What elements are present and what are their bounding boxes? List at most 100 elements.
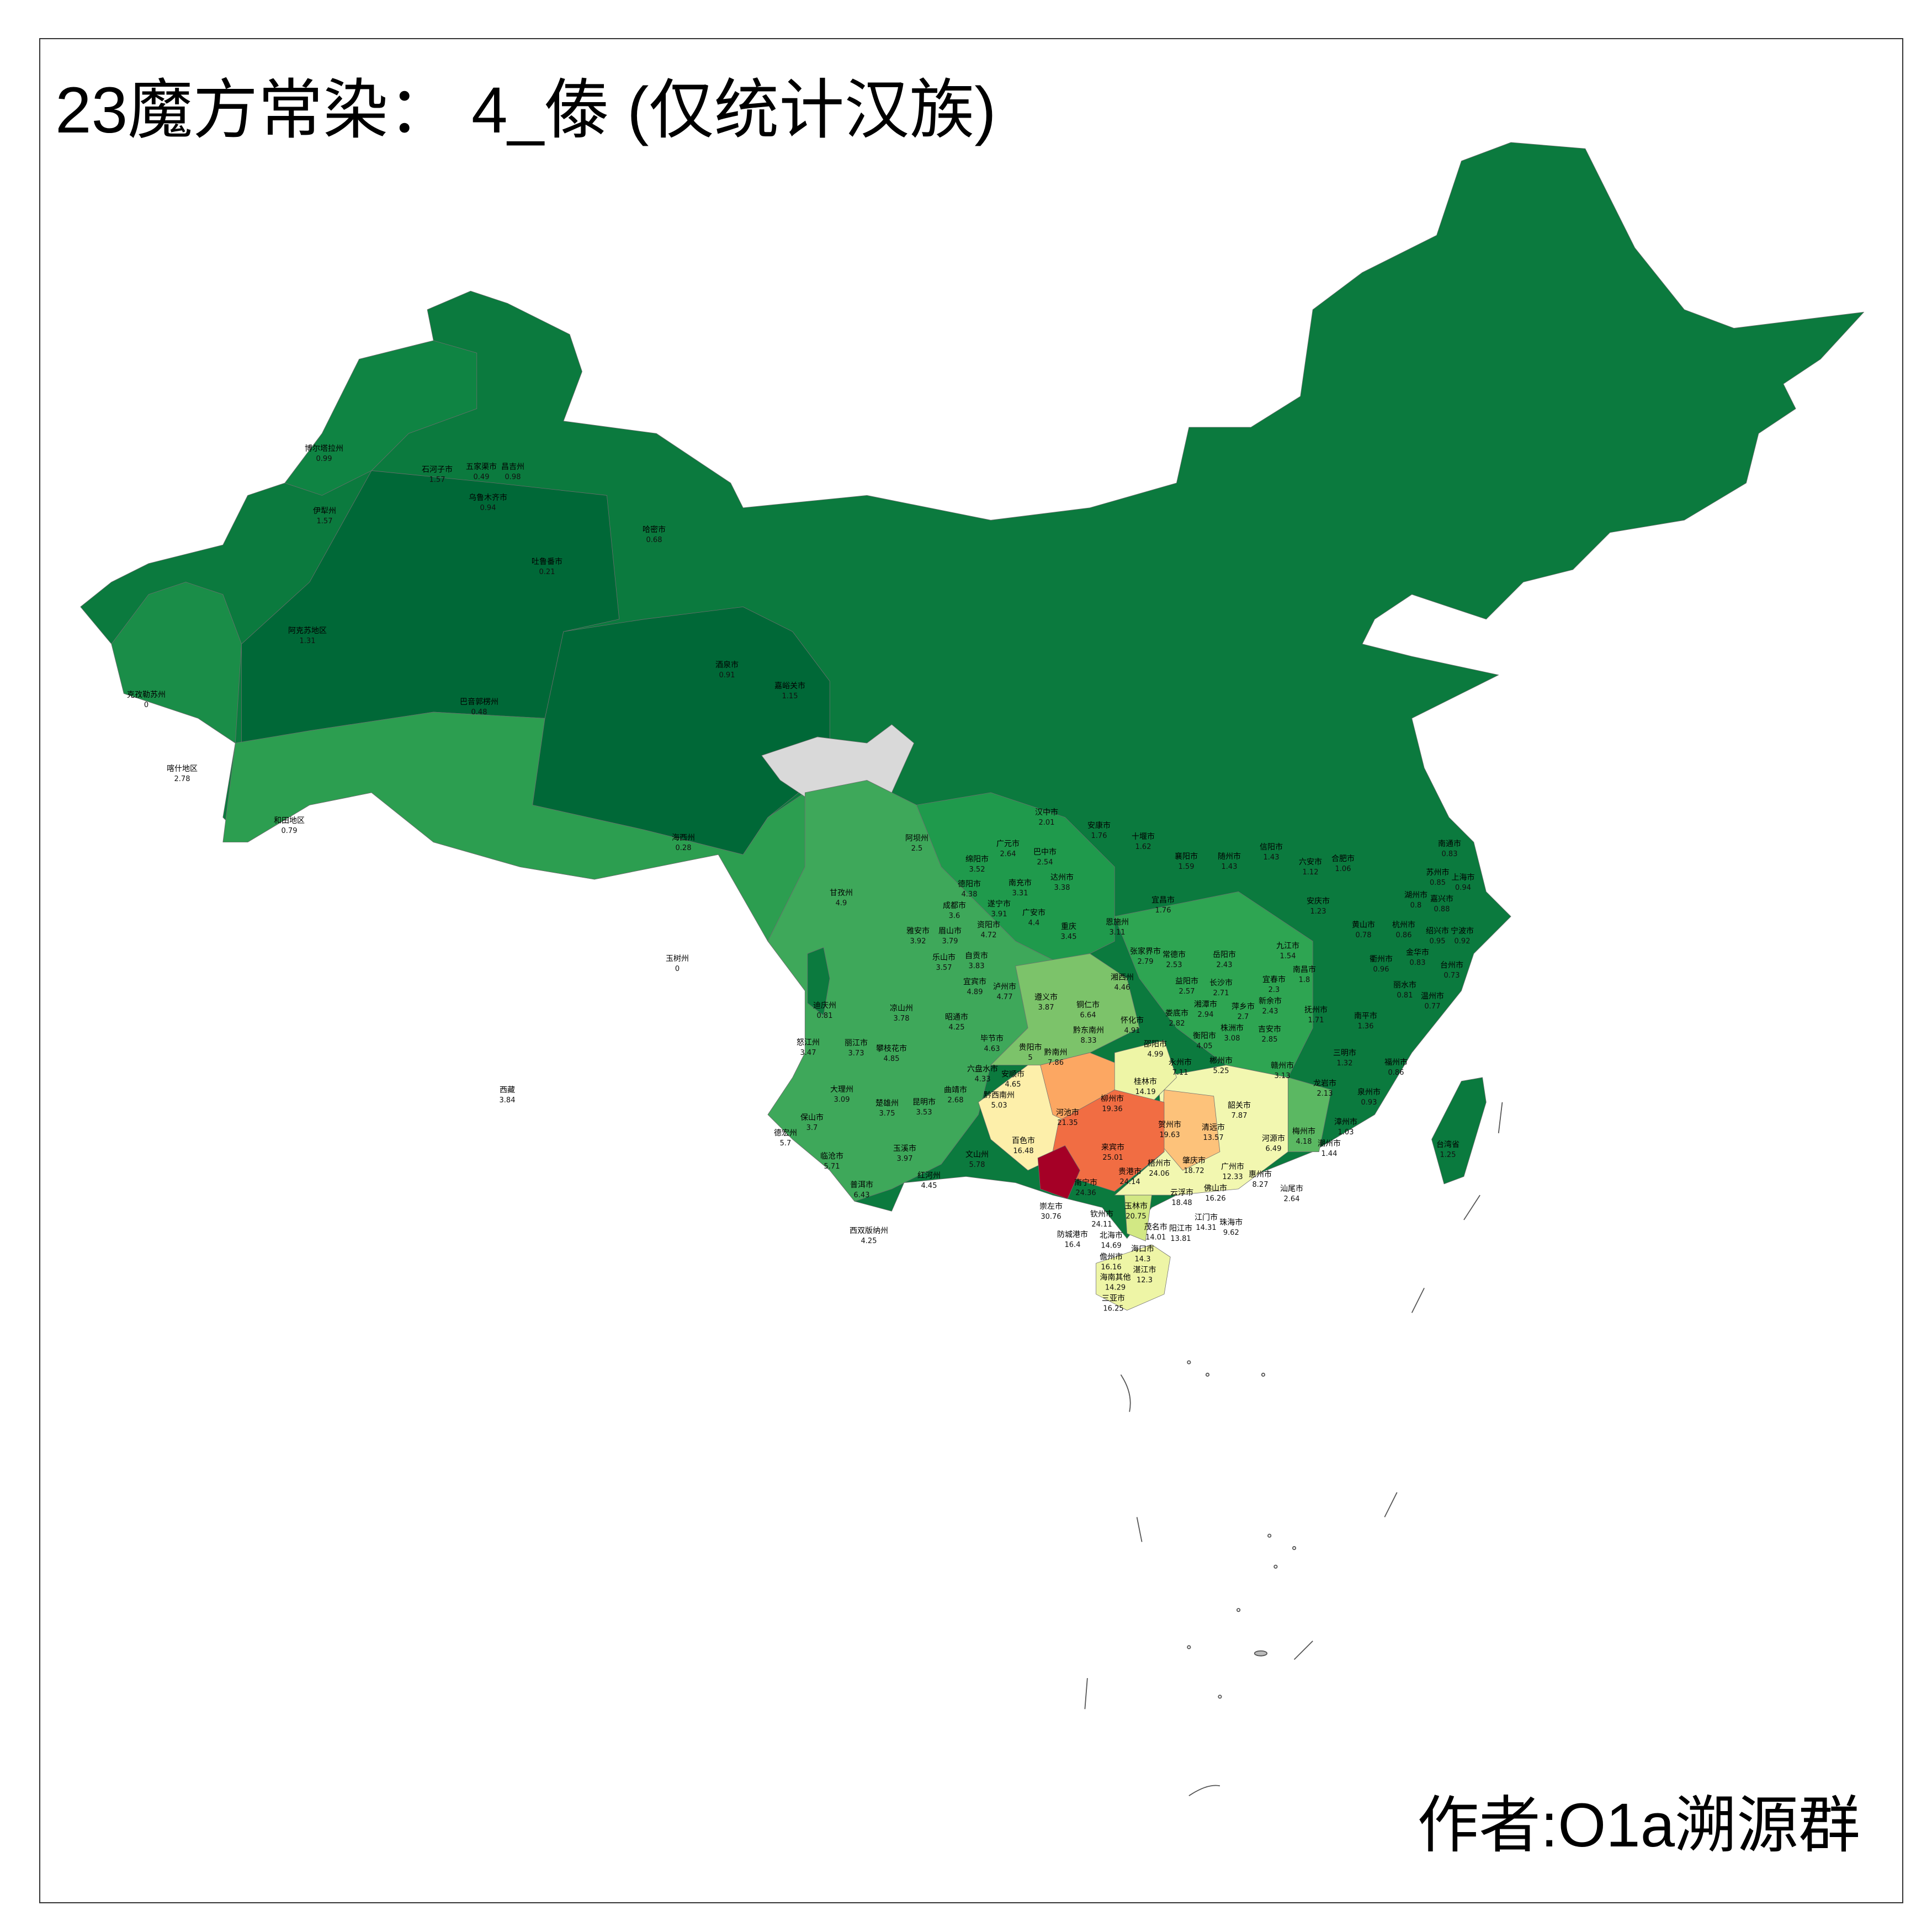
region-taiwan: [1431, 1077, 1487, 1185]
region-value: 0.78: [1356, 931, 1372, 940]
region-name: 怒江州: [797, 1038, 820, 1047]
region-name: 泉州市: [1357, 1087, 1381, 1097]
region-qinghai: [532, 606, 830, 855]
region-value: 5.7: [780, 1139, 792, 1148]
region-value: 0.81: [817, 1012, 833, 1020]
region-name: 崇左市: [1039, 1202, 1063, 1211]
region-value: 1.76: [1091, 832, 1107, 840]
region-label: 南昌市 1.8: [1293, 965, 1316, 984]
region-value: 4.72: [981, 931, 997, 940]
region-label: 博尔塔拉州 0.99: [305, 444, 343, 463]
region-name: 广元市: [996, 839, 1020, 848]
region-value: 24.14: [1119, 1178, 1140, 1186]
region-name: 三明市: [1333, 1048, 1356, 1058]
region-label: 和田地区 0.79: [274, 816, 305, 835]
region-name: 恩施州: [1106, 918, 1129, 927]
region-value: 4.4: [1028, 919, 1040, 927]
region-label: 广元市 2.64: [996, 839, 1020, 858]
region-name: 德宏州: [774, 1129, 797, 1138]
author-credit: 作者:O1a溯源群: [1417, 1791, 1860, 1860]
region-leizhou: [1124, 1195, 1152, 1241]
map-title: 23魔方常染： 4_傣 (仅统计汉族): [55, 74, 996, 147]
region-value: 1.62: [1135, 843, 1151, 851]
region-value: 19.63: [1159, 1131, 1180, 1139]
region-name: 张家界市: [1130, 947, 1161, 956]
region-label: 吉安市 2.85: [1258, 1025, 1281, 1044]
region-label: 常德市 2.53: [1163, 950, 1186, 969]
region-name: 宜宾市: [963, 977, 986, 986]
region-label: 郴州市 5.25: [1209, 1056, 1233, 1075]
region-name: 合肥市: [1331, 854, 1355, 863]
region-name: 红河州: [917, 1171, 941, 1180]
region-value: 4.99: [1148, 1050, 1164, 1059]
region-name: 乐山市: [932, 953, 956, 962]
region-name: 迪庆州: [813, 1001, 836, 1010]
region-name: 萍乡市: [1232, 1002, 1255, 1011]
region-value: 3.84: [500, 1096, 516, 1105]
region-value: 0.95: [1430, 937, 1446, 946]
region-label: 台州市 0.73: [1440, 960, 1463, 980]
region-label: 苏州市 0.85: [1426, 868, 1450, 887]
region-name: 潮州市: [1318, 1139, 1341, 1148]
region-value: 2.13: [1317, 1090, 1333, 1098]
region-label: 昌吉州 0.98: [501, 463, 524, 481]
region-value: 16.48: [1013, 1147, 1033, 1155]
region-name: 湛江市: [1133, 1265, 1156, 1275]
region-name: 珠海市: [1219, 1218, 1243, 1227]
region-value: 0.93: [1361, 1098, 1377, 1107]
region-name: 嘉兴市: [1430, 894, 1453, 904]
region-value: 7.86: [1048, 1059, 1064, 1067]
region-label: 凉山州 3.78: [890, 1004, 913, 1023]
region-value: 0.83: [1410, 959, 1426, 967]
region-value: 5.25: [1213, 1067, 1229, 1075]
region-name: 西藏: [500, 1086, 515, 1095]
region-value: 6.49: [1266, 1145, 1282, 1153]
region-value: 3.97: [897, 1155, 913, 1163]
region-value: 2.01: [1039, 819, 1055, 827]
region-name: 阿坝州: [905, 834, 928, 843]
region-label: 阿克苏地区 1.31: [288, 627, 327, 645]
region-label: 玉林市 20.75: [1124, 1202, 1148, 1221]
region-label: 玉溪市 3.97: [893, 1144, 916, 1163]
region-name: 攀枝花市: [876, 1044, 907, 1053]
region-label: 清远市 13.57: [1202, 1123, 1225, 1142]
region-name: 益阳市: [1175, 976, 1198, 986]
region-name: 贵港市: [1118, 1167, 1142, 1176]
region-value: 0.86: [1396, 931, 1412, 940]
region-label: 重庆 3.45: [1061, 922, 1077, 941]
region-value: 24.11: [1091, 1220, 1112, 1229]
region-value: 1.06: [1335, 865, 1351, 873]
region-value: 0.98: [505, 473, 521, 481]
region-name: 河池市: [1056, 1108, 1079, 1117]
region-value: 30.76: [1041, 1213, 1061, 1221]
region-value: 2.57: [1179, 988, 1195, 996]
region-name: 喀什地区: [167, 765, 198, 773]
region-labels: 崇左市 30.76 南宁市 24.36 来宾市 25.01 贵港市 24.14 梧州市 24.06…: [127, 444, 1475, 1313]
region-value: 4.18: [1296, 1138, 1312, 1146]
region-name: 六安市: [1299, 857, 1322, 867]
region-value: 4.46: [1114, 984, 1130, 992]
region-name: 永州市: [1169, 1058, 1192, 1067]
region-name: 曲靖市: [944, 1085, 967, 1095]
region-label: 攀枝花市 4.85: [876, 1044, 907, 1063]
region-value: 1.59: [1179, 863, 1195, 871]
region-value: 2.68: [948, 1096, 964, 1105]
region-name: 昭通市: [945, 1012, 968, 1022]
region-value: 0.28: [676, 844, 692, 852]
region-value: 1.36: [1358, 1022, 1374, 1031]
region-label: 河池市 21.35: [1056, 1108, 1079, 1127]
region-name: 哈密市: [643, 525, 666, 534]
region-value: 4.9: [836, 899, 847, 907]
region-name: 佛山市: [1204, 1183, 1227, 1193]
